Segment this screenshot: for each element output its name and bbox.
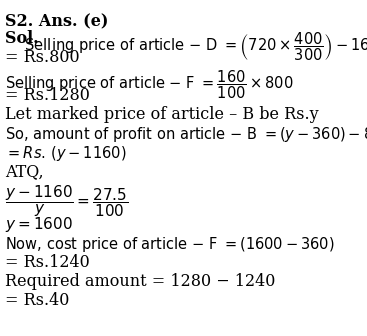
Text: Now, cost price of article $-$ F $= (1600 - 360)$: Now, cost price of article $-$ F $= (160…	[5, 235, 334, 254]
Text: Selling price of article $-$ D $= \left(720 \times \dfrac{400}{300}\right) - 160: Selling price of article $-$ D $= \left(…	[20, 30, 367, 63]
Text: So, amount of profit on article $-$ B $= (y - 360) - 800$: So, amount of profit on article $-$ B $=…	[5, 125, 367, 144]
Text: S2. Ans. (e): S2. Ans. (e)	[5, 13, 108, 30]
Text: = Rs.800: = Rs.800	[5, 49, 79, 66]
Text: = Rs.40: = Rs.40	[5, 292, 69, 309]
Text: = Rs.1240: = Rs.1240	[5, 254, 90, 270]
Text: = Rs.1280: = Rs.1280	[5, 87, 90, 104]
Text: Selling price of article $-$ F $= \dfrac{160}{100} \times 800$: Selling price of article $-$ F $= \dfrac…	[5, 68, 293, 100]
Text: $\dfrac{y-1160}{y} = \dfrac{27.5}{100}$: $\dfrac{y-1160}{y} = \dfrac{27.5}{100}$	[5, 183, 128, 219]
Text: $= Rs.\,(y - 1160)$: $= Rs.\,(y - 1160)$	[5, 144, 126, 163]
Text: ATQ,: ATQ,	[5, 163, 43, 180]
Text: Sol.: Sol.	[5, 30, 39, 47]
Text: $y = 1600$: $y = 1600$	[5, 215, 73, 234]
Text: Required amount = 1280 − 1240: Required amount = 1280 − 1240	[5, 272, 275, 290]
Text: Let marked price of article – B be Rs.y: Let marked price of article – B be Rs.y	[5, 106, 318, 123]
